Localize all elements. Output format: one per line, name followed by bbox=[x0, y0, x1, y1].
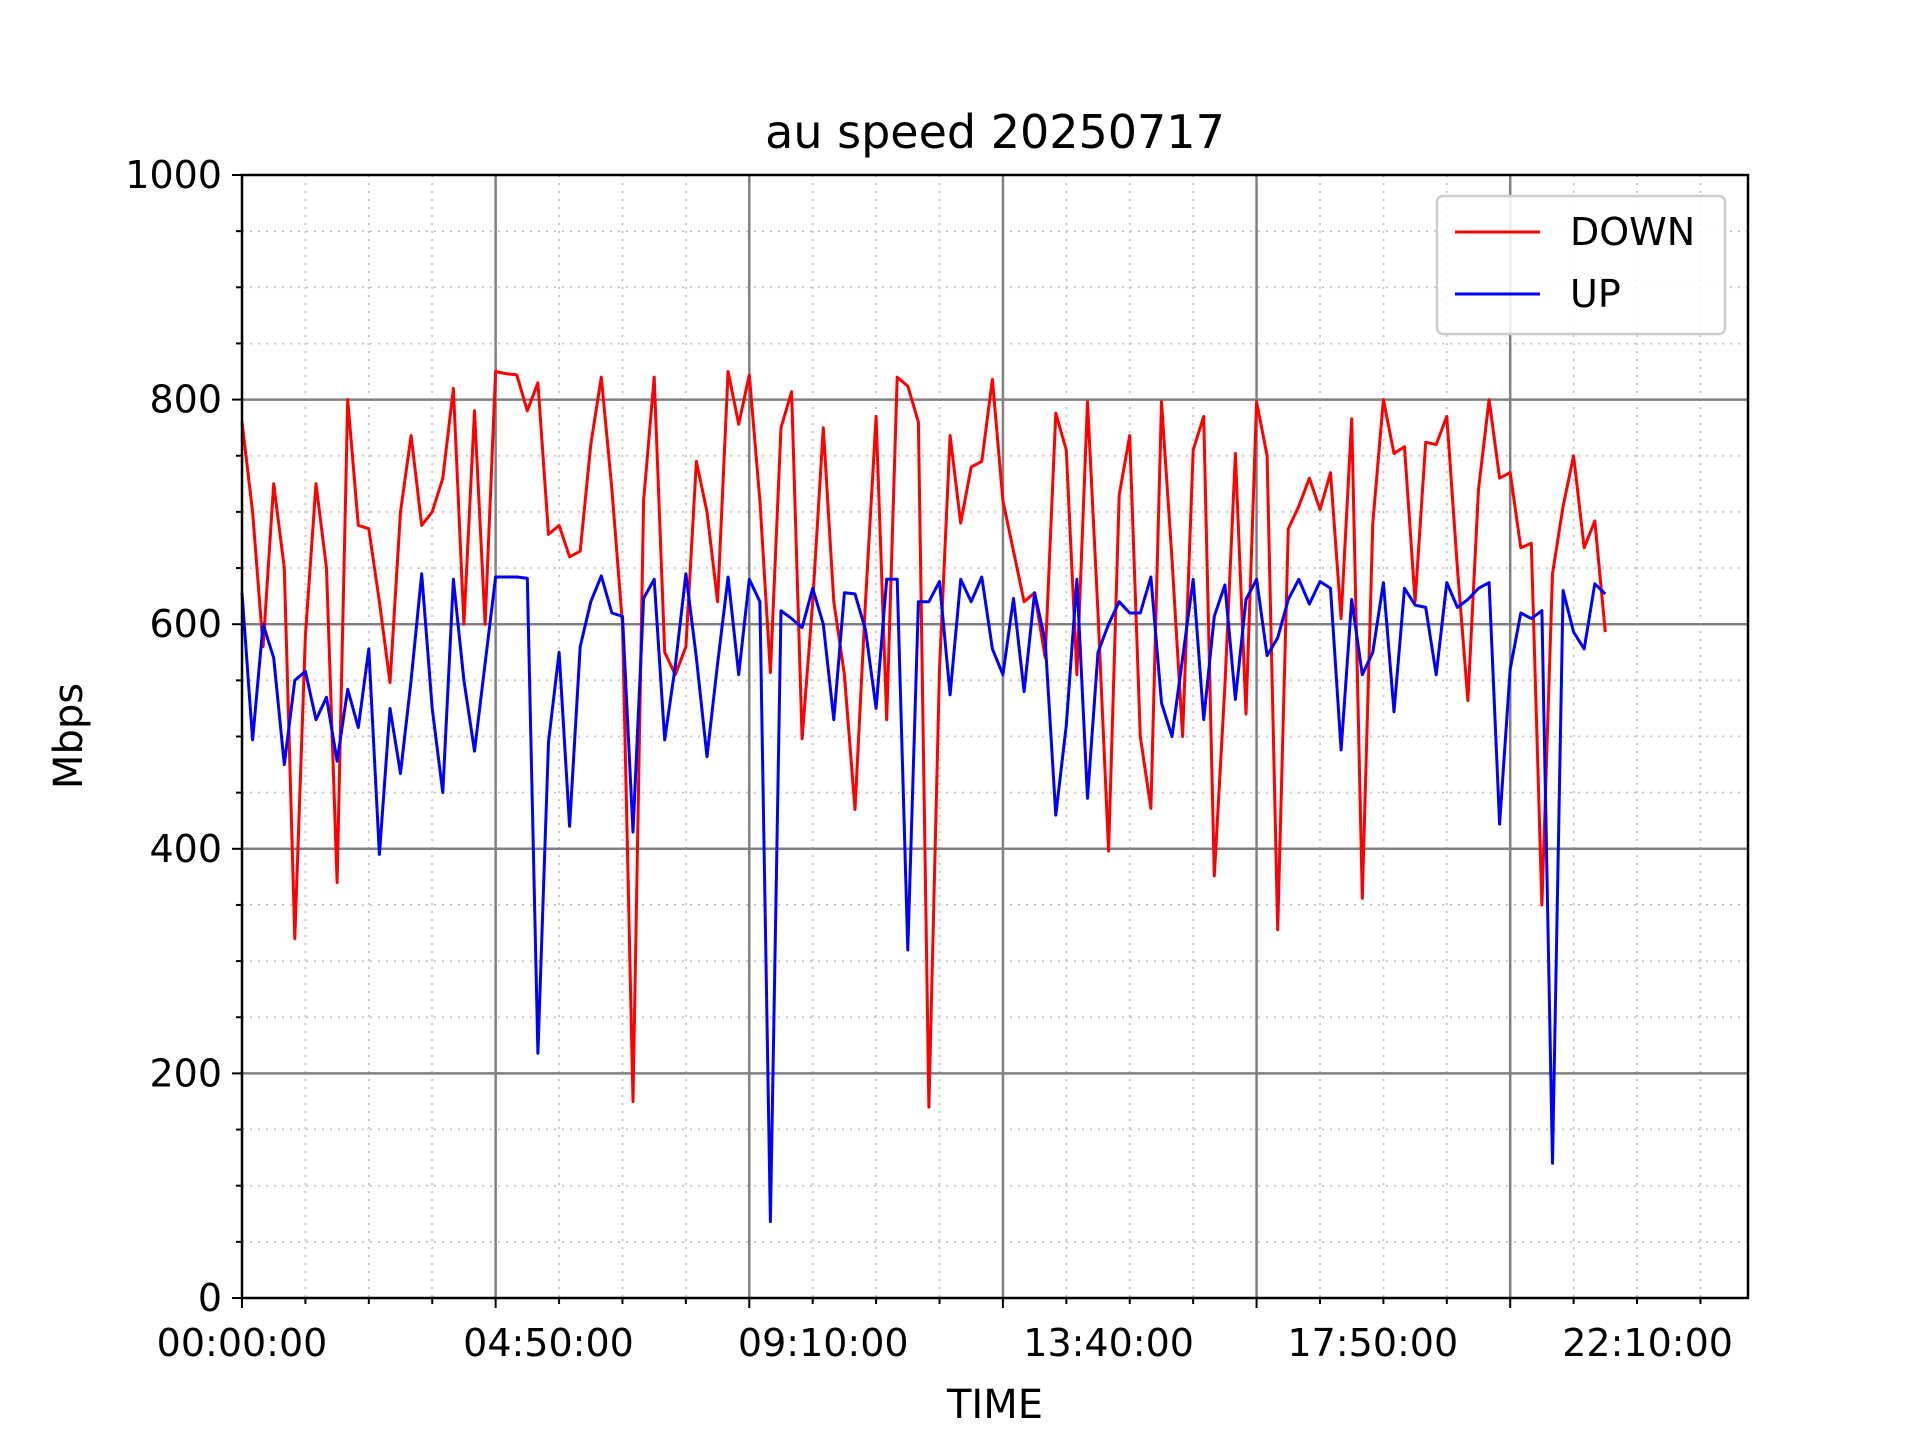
x-tick-label: 22:10:00 bbox=[1562, 1321, 1733, 1365]
y-tick-label: 200 bbox=[149, 1051, 222, 1095]
legend: DOWN UP bbox=[1435, 194, 1727, 336]
x-tick-label: 13:40:00 bbox=[1023, 1321, 1194, 1365]
chart-title: au speed 20250717 bbox=[765, 105, 1225, 159]
x-axis-title: TIME bbox=[946, 1382, 1043, 1428]
axis-ticks: 0 200 400 600 800 1000 00:00:00 04:50:00 09:10:0… bbox=[125, 153, 1733, 1365]
y-tick-label: 600 bbox=[149, 602, 222, 646]
x-tick-label: 17:50:00 bbox=[1287, 1321, 1458, 1365]
y-axis-title: Mbps bbox=[46, 683, 92, 789]
x-tick-label: 00:00:00 bbox=[157, 1321, 328, 1365]
series-line-down bbox=[240, 370, 1607, 1109]
y-tick-label: 1000 bbox=[125, 153, 222, 197]
x-tick-label: 04:50:00 bbox=[463, 1321, 634, 1365]
y-tick-label: 0 bbox=[198, 1276, 222, 1320]
x-tick-label: 09:10:00 bbox=[738, 1321, 909, 1365]
series-line-up bbox=[240, 572, 1607, 1224]
legend-label-up: UP bbox=[1570, 272, 1621, 316]
y-tick-label: 400 bbox=[149, 827, 222, 871]
minor-grid bbox=[242, 175, 1748, 1298]
series-layer bbox=[240, 370, 1607, 1224]
y-tick-label: 800 bbox=[149, 378, 222, 422]
legend-label-down: DOWN bbox=[1570, 210, 1695, 254]
